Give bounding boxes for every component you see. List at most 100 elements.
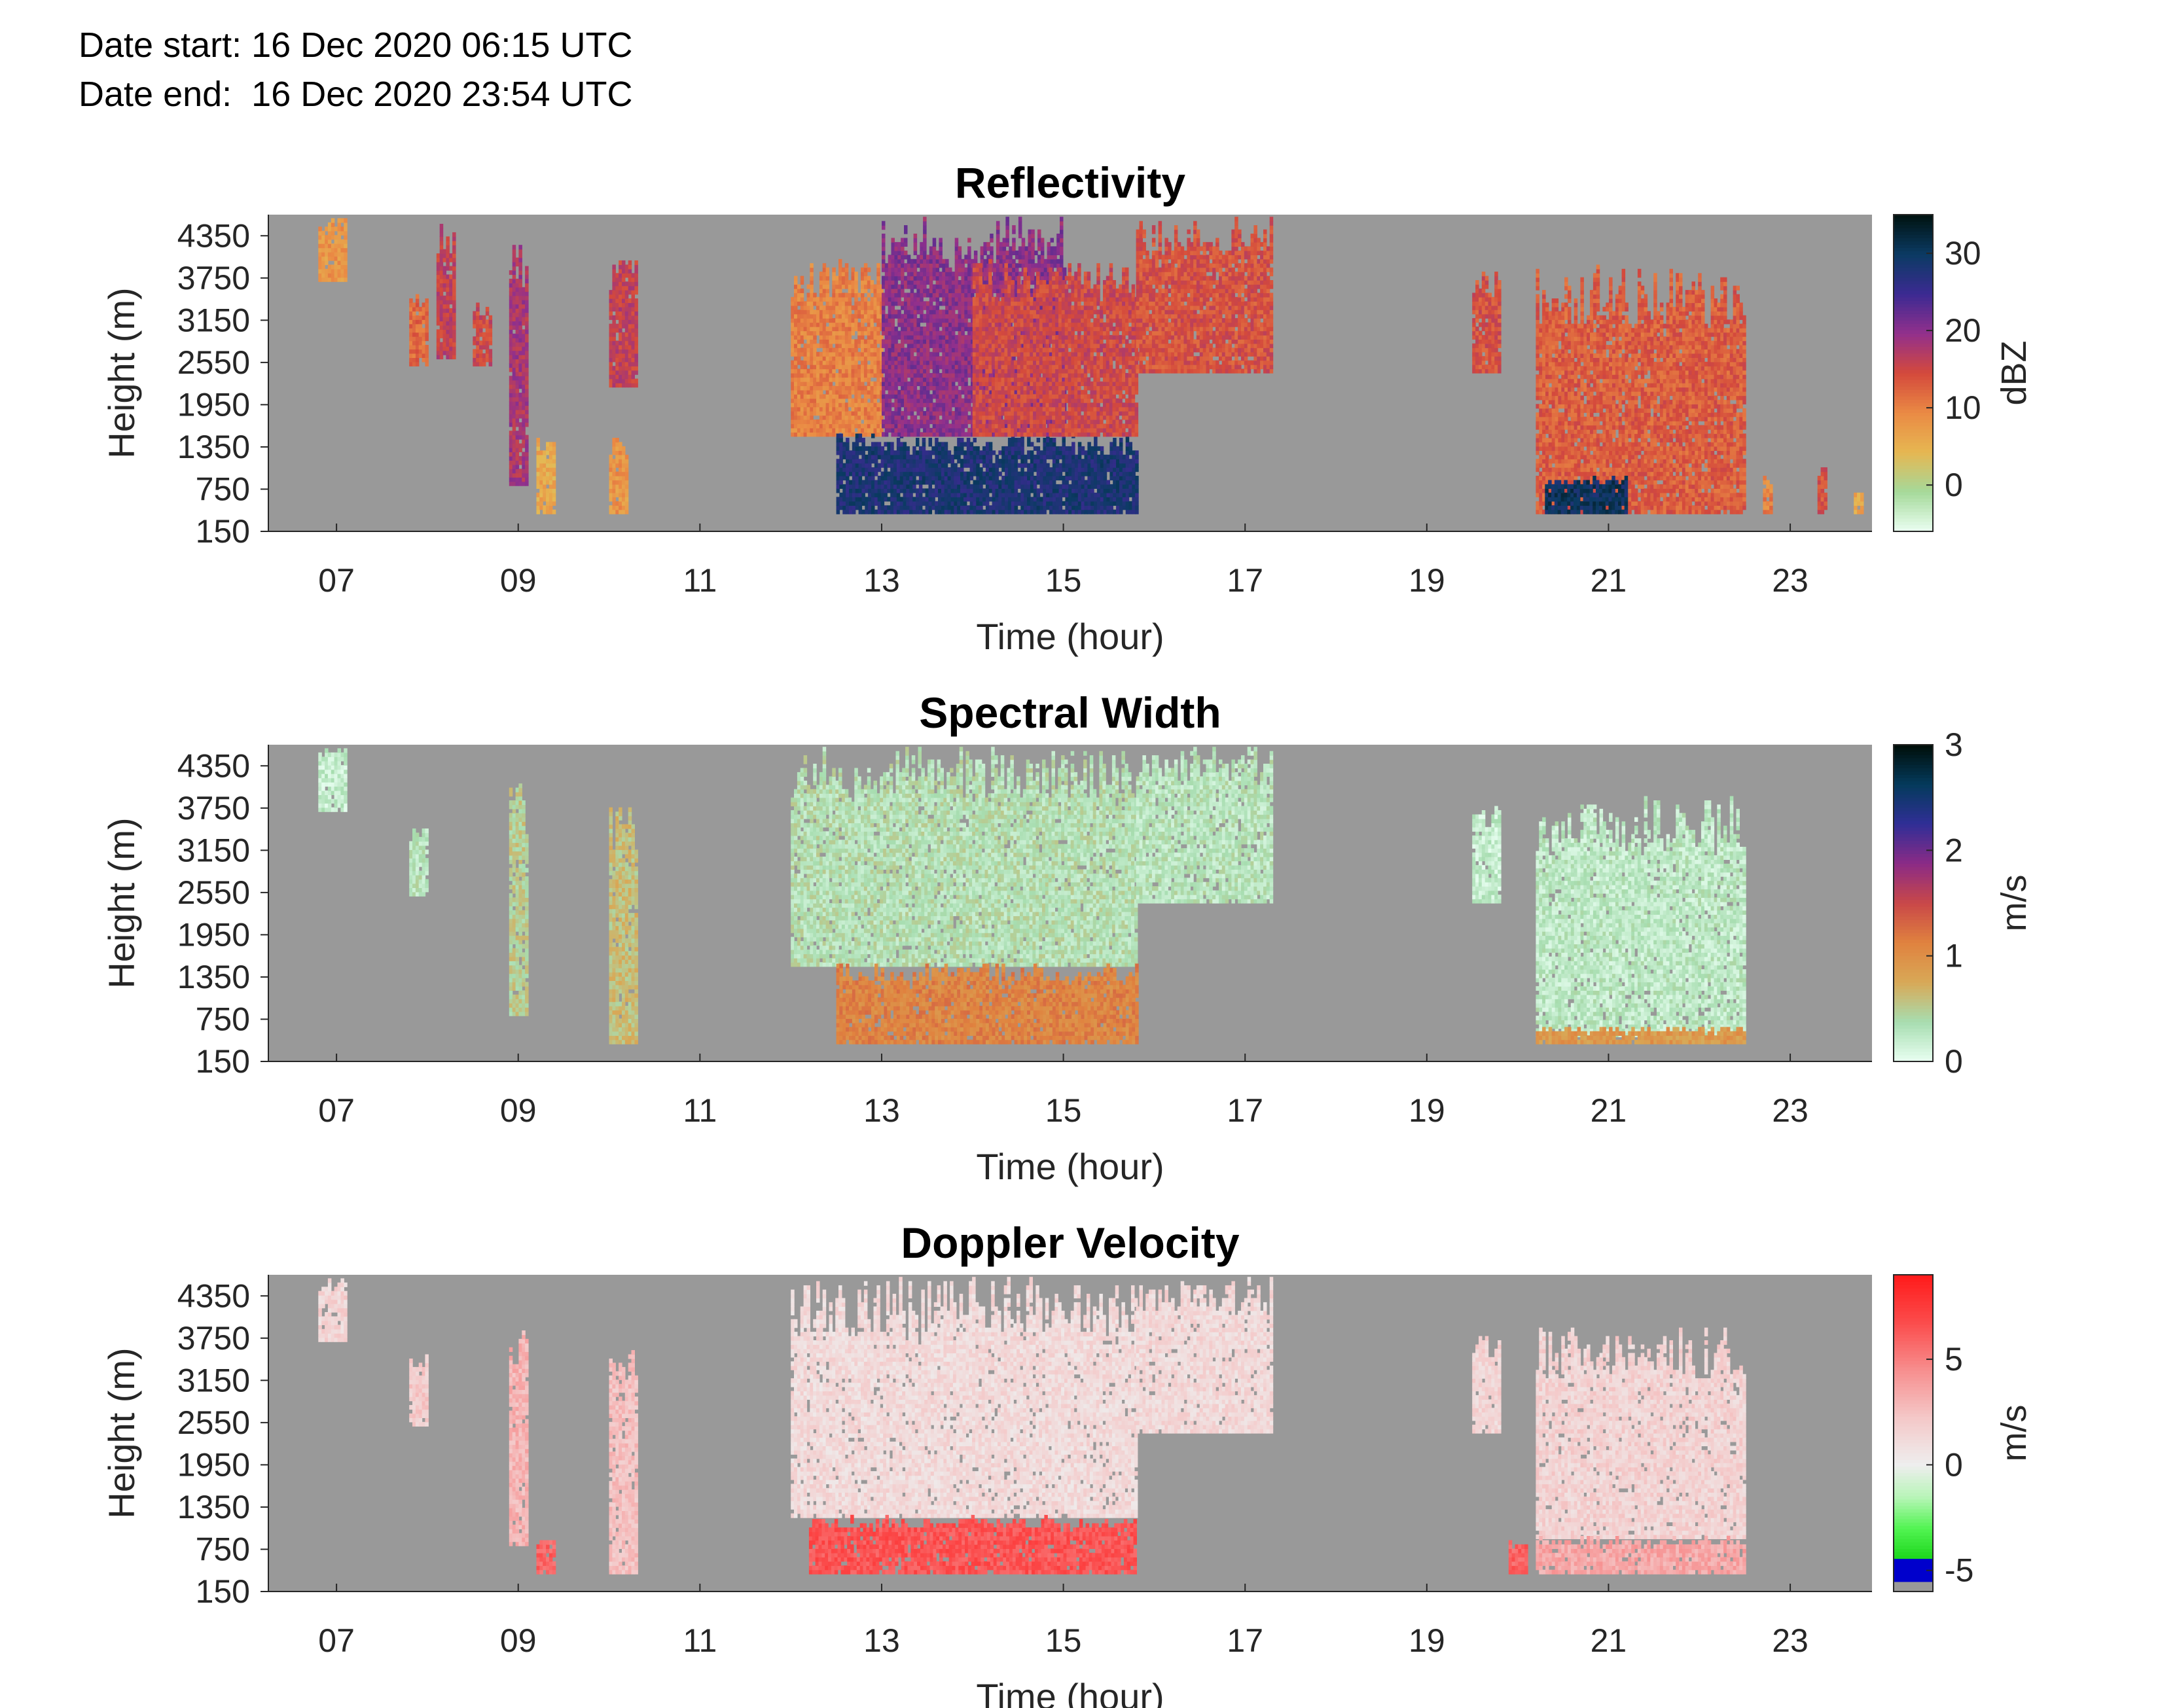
echo-cell: [1017, 480, 1021, 485]
echo-cell: [806, 398, 810, 403]
echo-cell: [619, 323, 622, 329]
echo-cell: [1027, 467, 1031, 472]
echo-cell: [964, 334, 968, 340]
echo-cell: [515, 291, 520, 296]
echo-cell: [1017, 492, 1021, 497]
echo-cell: [935, 327, 940, 332]
echo-cell: [863, 411, 868, 416]
echo-cell: [321, 239, 325, 244]
echo-cell: [449, 350, 453, 355]
echo-cell: [791, 310, 795, 315]
echo-cell: [522, 418, 526, 423]
echo-cell: [624, 328, 629, 333]
echo-cell: [929, 280, 933, 285]
echo-cell: [1020, 505, 1024, 510]
echo-cell: [791, 327, 795, 332]
echo-cell: [334, 243, 338, 249]
echo-cell: [1014, 505, 1018, 510]
echo-cell: [938, 459, 942, 464]
echo-cell: [890, 476, 894, 481]
echo-cell: [1135, 505, 1139, 510]
echo-cell: [935, 459, 939, 464]
echo-cell: [841, 381, 846, 386]
echo-cell: [971, 394, 975, 399]
echo-cell: [979, 459, 983, 464]
echo-cell: [515, 321, 520, 326]
echo-cell: [916, 272, 920, 277]
echo-cell: [947, 509, 952, 514]
echo-cell: [1007, 488, 1012, 493]
echo-cell: [1068, 463, 1072, 468]
echo-cell: [1052, 454, 1056, 459]
echo-cell: [966, 505, 971, 510]
echo-cell: [888, 389, 892, 395]
echo-cell: [1043, 492, 1047, 497]
echo-cell: [615, 476, 619, 481]
echo-cell: [512, 283, 516, 288]
echo-cell: [835, 280, 839, 285]
echo-cell: [449, 253, 453, 258]
echo-cell: [436, 333, 441, 338]
echo-cell: [813, 347, 817, 353]
echo-cell: [998, 484, 1002, 489]
echo-cell: [813, 389, 817, 395]
echo-cell: [865, 459, 869, 464]
echo-cell: [609, 302, 613, 308]
echo-cell: [515, 414, 520, 419]
echo-cell: [609, 332, 613, 337]
echo-cell: [1132, 471, 1136, 476]
echo-cell: [810, 327, 814, 332]
echo-cell: [954, 467, 958, 472]
echo-cell: [615, 450, 619, 455]
echo-cell: [839, 505, 843, 510]
echo-cell: [893, 454, 897, 459]
echo-cell: [880, 501, 885, 506]
echo-cell: [942, 330, 946, 336]
echo-cell: [816, 427, 820, 433]
echo-cell: [1109, 442, 1113, 447]
echo-cell: [899, 484, 904, 489]
echo-cell: [619, 340, 622, 346]
echo-cell: [880, 365, 884, 370]
echo-cell: [998, 505, 1002, 510]
echo-cell: [1001, 501, 1005, 506]
echo-cell: [1103, 501, 1107, 506]
echo-cell: [619, 306, 622, 311]
echo-cell: [509, 308, 513, 313]
echo-cell: [929, 365, 933, 370]
echo-cell: [891, 288, 895, 293]
echo-cell: [954, 492, 958, 497]
echo-cell: [867, 305, 871, 310]
echo-cell: [1055, 488, 1060, 493]
echo-cell: [825, 318, 830, 323]
echo-cell: [797, 327, 801, 332]
echo-cell: [961, 427, 965, 433]
echo-cell: [609, 345, 613, 350]
echo-cell: [515, 333, 520, 338]
echo-cell: [825, 385, 830, 391]
echo-cell: [552, 471, 556, 476]
echo-cell: [925, 488, 929, 493]
echo-cell: [951, 365, 956, 370]
echo-cell: [634, 298, 638, 304]
echo-cell: [622, 471, 626, 476]
echo-cell: [948, 406, 952, 412]
echo-cell: [907, 432, 911, 437]
echo-cell: [901, 246, 905, 251]
echo-cell: [867, 394, 871, 399]
echo-cell: [832, 394, 836, 399]
echo-cell: [624, 302, 629, 308]
echo-cell: [836, 433, 840, 438]
echo-cell: [876, 402, 880, 408]
echo-cell: [884, 488, 888, 493]
echo-cell: [841, 402, 846, 408]
echo-cell: [832, 351, 836, 357]
echo-cell: [966, 492, 971, 497]
echo-cell: [624, 463, 629, 468]
echo-cell: [439, 232, 444, 237]
echo-cell: [1017, 471, 1021, 476]
echo-cell: [327, 239, 332, 244]
echo-cell: [897, 276, 901, 281]
echo-cell: [901, 255, 905, 260]
echo-cell: [894, 394, 898, 399]
